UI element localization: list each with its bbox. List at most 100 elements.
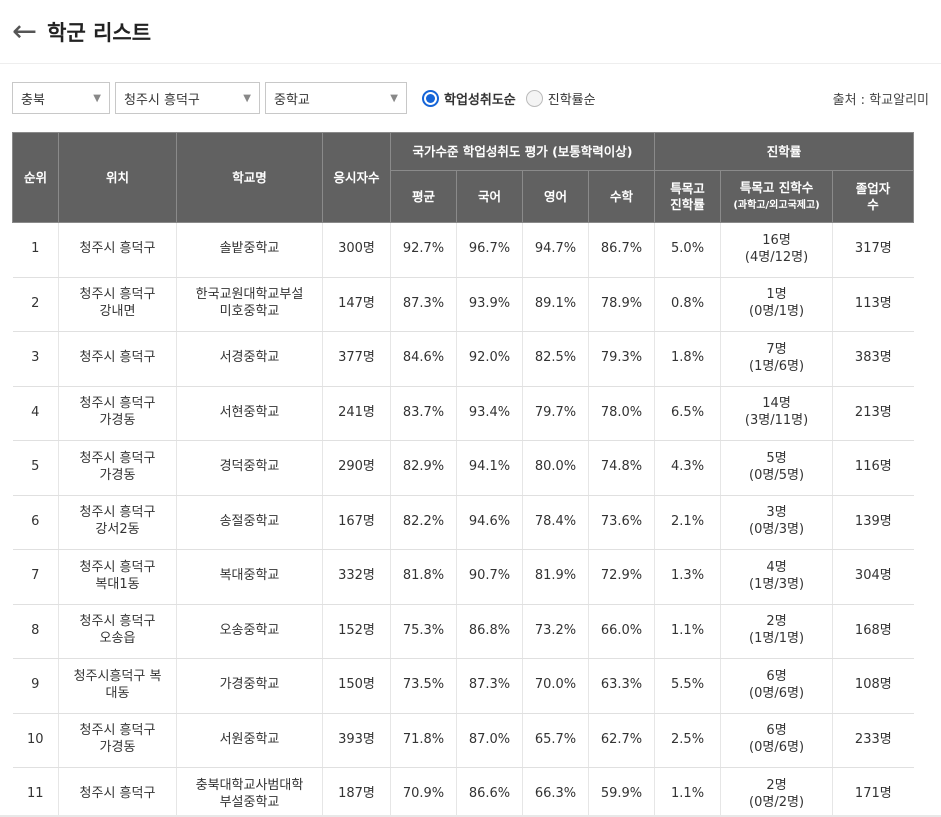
special-count-cell-line1: 7명 — [766, 341, 787, 357]
special-count-cell: 14명 (3명/11명) — [720, 386, 834, 441]
math-cell: 63.3% — [588, 658, 656, 714]
graduates-cell: 108명 — [832, 658, 914, 714]
table-row[interactable]: 4 청주시 흥덕구 가경동 서현중학교 241명 83.7% 93.4% 79.7% 78.0%… — [12, 386, 914, 441]
rank-cell: 10 — [12, 713, 59, 768]
math-cell: 73.6% — [588, 495, 656, 550]
school-name-cell: 솔밭중학교 — [176, 222, 323, 278]
region-select[interactable]: 충북 ▼ — [12, 82, 110, 114]
district-select[interactable]: 청주시 흥덕구 ▼ — [115, 82, 260, 114]
header-korean: 국어 — [456, 170, 523, 223]
table-row[interactable]: 8 청주시 흥덕구 오송읍 오송중학교 152명 75.3% 86.8% 73.2% 66.0%… — [12, 604, 914, 659]
chevron-down-icon: ▼ — [390, 92, 398, 104]
district-select-value: 청주시 흥덕구 — [124, 92, 200, 108]
table-row[interactable]: 6 청주시 흥덕구 강서2동 송절중학교 167명 82.2% 94.6% 78.4% 73.6… — [12, 495, 914, 550]
school-name-cell: 한국교원대학교부설 미호중학교 — [176, 277, 323, 332]
special-count-cell: 4명 (1명/3명) — [720, 549, 834, 605]
location-cell: 청주시 흥덕구 오송읍 — [58, 604, 177, 659]
location-cell-line1: 청주시 흥덕구 — [79, 559, 156, 575]
special-count-cell-line2: (1명/1명) — [749, 631, 805, 647]
english-cell: 89.1% — [522, 277, 589, 332]
chevron-down-icon: ▼ — [93, 92, 101, 104]
special-count-cell: 6명 (0명/6명) — [720, 658, 834, 714]
chevron-down-icon: ▼ — [243, 92, 251, 104]
math-cell: 74.8% — [588, 440, 656, 496]
header-graduates: 졸업자 수 — [832, 170, 915, 223]
examinees-cell: 377명 — [322, 331, 391, 387]
header-math: 수학 — [587, 170, 656, 223]
location-cell: 청주시 흥덕구 가경동 — [58, 440, 177, 496]
location-cell: 청주시흥덕구 복 대동 — [58, 658, 177, 714]
english-cell: 66.3% — [522, 767, 589, 817]
english-cell: 79.7% — [522, 386, 589, 441]
header-examinees: 응시자수 — [322, 132, 391, 223]
math-cell: 86.7% — [588, 222, 656, 278]
table-row[interactable]: 5 청주시 흥덕구 가경동 경덕중학교 290명 82.9% 94.1% 80.0% 74.8%… — [12, 440, 914, 496]
header-special-rate-line2: 진학률 — [670, 196, 705, 212]
special-count-cell-line1: 14명 — [762, 396, 791, 412]
header-graduates-line2: 수 — [867, 196, 879, 212]
table-row[interactable]: 10 청주시 흥덕구 가경동 서원중학교 393명 71.8% 87.0% 65.7% 62.7… — [12, 713, 914, 768]
location-cell-line2: 가경동 — [99, 740, 136, 756]
rank-cell: 11 — [12, 767, 59, 817]
location-cell: 청주시 흥덕구 강내면 — [58, 277, 177, 332]
special-count-cell-line2: (0명/1명) — [749, 304, 805, 320]
special-count-cell-line1: 4명 — [766, 559, 787, 575]
special-rate-cell: 2.1% — [654, 495, 722, 550]
school-name-cell-line1: 오송중학교 — [219, 622, 280, 638]
special-rate-cell: 1.3% — [654, 549, 722, 605]
examinees-cell: 187명 — [322, 767, 391, 817]
examinees-cell: 150명 — [322, 658, 391, 714]
graduates-cell: 171명 — [832, 767, 914, 817]
avg-cell: 83.7% — [390, 386, 457, 441]
special-count-cell-line1: 3명 — [766, 505, 787, 521]
school-name-cell: 서경중학교 — [176, 331, 323, 387]
school-name-cell-line1: 경덕중학교 — [219, 459, 280, 475]
english-cell: 94.7% — [522, 222, 589, 278]
school-name-cell-line1: 솔밭중학교 — [219, 241, 280, 257]
special-count-cell: 2명 (0명/2명) — [720, 767, 834, 817]
special-count-cell-line2: (0명/6명) — [749, 685, 805, 701]
school-name-cell-line1: 서원중학교 — [219, 731, 280, 747]
sort-achievement-radio[interactable]: 학업성취도순 — [422, 89, 516, 108]
english-cell: 81.9% — [522, 549, 589, 605]
sort-advancement-radio[interactable]: 진학률순 — [525, 89, 596, 108]
korean-cell: 87.0% — [456, 713, 523, 768]
table-row[interactable]: 11 청주시 흥덕구 충북대학교사범대학 부설중학교 187명 70.9% 86.6% 66.… — [12, 767, 914, 817]
graduates-cell: 168명 — [832, 604, 914, 659]
table-row[interactable]: 2 청주시 흥덕구 강내면 한국교원대학교부설 미호중학교 147명 87.3% 93.9% 8… — [12, 277, 914, 332]
header-special-count: 특목고 진학수 (과학고/외고국제고) — [720, 170, 834, 223]
special-count-cell-line2: (0명/5명) — [749, 467, 805, 483]
english-cell: 80.0% — [522, 440, 589, 496]
location-cell-line2: 대동 — [105, 685, 130, 701]
graduates-cell: 383명 — [832, 331, 914, 387]
location-cell-line2: 가경동 — [99, 467, 136, 483]
location-cell-line1: 청주시 흥덕구 — [79, 723, 156, 739]
examinees-cell: 290명 — [322, 440, 391, 496]
table-row[interactable]: 9 청주시흥덕구 복 대동 가경중학교 150명 73.5% 87.3% 70.0% 63.3%… — [12, 658, 914, 714]
sort-advancement-label: 진학률순 — [547, 92, 596, 108]
location-cell-line1: 청주시 흥덕구 — [79, 450, 156, 466]
avg-cell: 75.3% — [390, 604, 457, 659]
table-row[interactable]: 1 청주시 흥덕구 솔밭중학교 300명 92.7% 96.7% 94.7% 86.7% 5.0… — [12, 222, 914, 278]
school-name-cell: 복대중학교 — [176, 549, 323, 605]
radio-checked-icon — [422, 89, 439, 107]
math-cell: 59.9% — [588, 767, 656, 817]
table-row[interactable]: 3 청주시 흥덕구 서경중학교 377명 84.6% 92.0% 82.5% 79.3% 1.8… — [12, 331, 914, 387]
special-count-cell-line1: 6명 — [766, 668, 787, 684]
special-count-cell: 16명 (4명/12명) — [720, 222, 834, 278]
special-rate-cell: 1.8% — [654, 331, 722, 387]
horizontal-scrollbar[interactable] — [0, 815, 941, 817]
special-rate-cell: 2.5% — [654, 713, 722, 768]
math-cell: 78.0% — [588, 386, 656, 441]
table-body: 1 청주시 흥덕구 솔밭중학교 300명 92.7% 96.7% 94.7% 86.7% 5.0… — [12, 222, 914, 817]
school-name-cell: 서원중학교 — [176, 713, 323, 768]
back-arrow-icon[interactable]: ← — [12, 13, 38, 49]
location-cell: 청주시 흥덕구 가경동 — [58, 386, 177, 441]
location-cell-line1: 청주시 흥덕구 — [79, 614, 156, 630]
avg-cell: 87.3% — [390, 277, 457, 332]
school-type-select[interactable]: 중학교 ▼ — [265, 82, 407, 114]
school-name-cell-line1: 서경중학교 — [219, 350, 280, 366]
table-row[interactable]: 7 청주시 흥덕구 복대1동 복대중학교 332명 81.8% 90.7% 81.9% 72.9… — [12, 549, 914, 605]
math-cell: 62.7% — [588, 713, 656, 768]
location-cell-line2: 복대1동 — [95, 576, 140, 592]
